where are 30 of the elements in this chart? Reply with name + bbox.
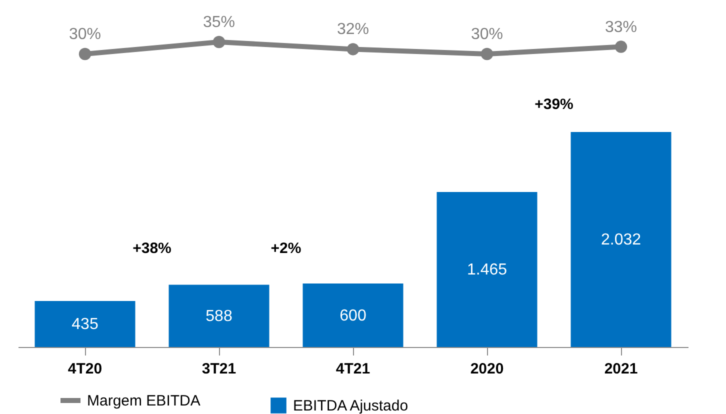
x-tick-label: 4T20 [68,360,102,378]
legend-label: Margem EBITDA [87,392,200,410]
data-label: 435 [72,316,98,333]
bar [436,192,538,347]
x-tick-label: 2021 [604,360,638,378]
bar [168,284,270,347]
x-tick-label: 2020 [470,360,504,378]
point [480,48,494,60]
data-label: 1.465 [466,261,508,278]
data-label: 2.032 [600,232,642,248]
point [78,48,92,60]
point [212,36,226,48]
bar [34,300,136,347]
data-label: 600 [340,307,366,324]
bar [302,284,404,347]
data-label: 30% [470,26,504,43]
data-label: 32% [336,21,370,38]
x-tick-label: 4T21 [336,360,370,378]
annotation: +38% [132,240,172,258]
legend-label: EBITDA Ajustado [293,398,408,414]
annotation: +2% [270,240,302,258]
data-label: 35% [202,14,236,31]
data-label: 30% [68,26,102,43]
point [346,43,360,56]
x-tick-label: 3T21 [202,360,236,378]
text: +39% [534,96,574,114]
point [614,40,628,53]
data-label: 588 [206,308,232,325]
data-label: 33% [604,18,638,36]
bar [570,132,672,347]
